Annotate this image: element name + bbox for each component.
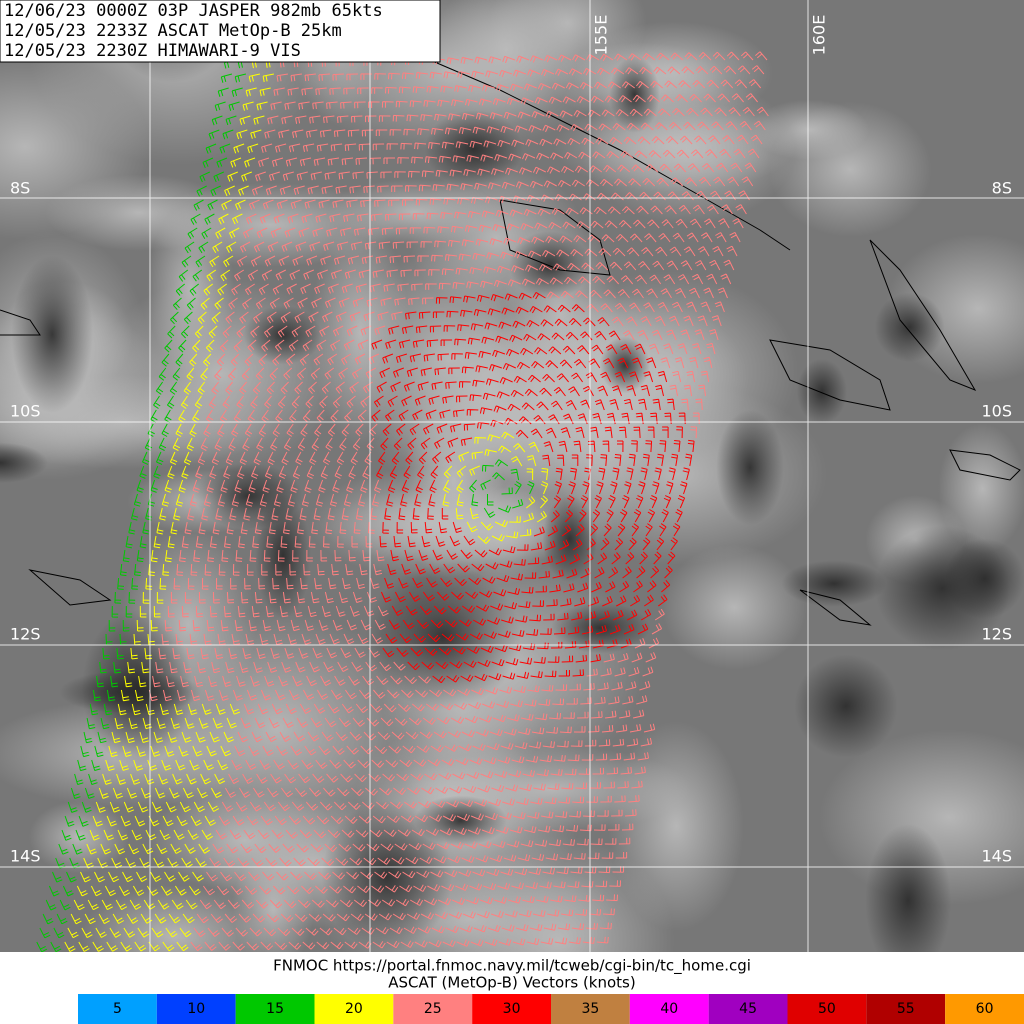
lat-label: 14S <box>10 847 41 866</box>
legend-label: 60 <box>976 1001 994 1017</box>
legend-swatch <box>314 994 394 1024</box>
cloud-gap <box>365 564 521 710</box>
cloud-gap <box>81 609 193 766</box>
legend-label: 15 <box>266 1001 284 1017</box>
header-box <box>0 0 441 63</box>
legend-swatch <box>472 994 551 1024</box>
cloud <box>327 179 502 245</box>
cloud-gap <box>509 231 591 299</box>
cloud-gap <box>794 654 898 758</box>
legend-label: 25 <box>424 1001 442 1017</box>
lat-label: 8S <box>10 179 30 198</box>
header-line: 12/06/23 0000Z 03P JASPER 982mb 65kts <box>4 1 383 21</box>
cloud-gap <box>321 800 453 952</box>
lat-label: 12S <box>10 625 41 644</box>
cloud-gap <box>716 409 784 526</box>
lat-label: 8S <box>992 179 1012 198</box>
lat-label: 10S <box>981 402 1012 421</box>
legend-label: 20 <box>345 1001 363 1017</box>
cloud-gap <box>243 305 322 365</box>
cloud-gap <box>551 602 650 654</box>
cloud-gap <box>0 442 48 484</box>
cloud-gap <box>796 358 848 425</box>
grid-lines <box>0 0 1024 952</box>
lon-label: 160E <box>810 15 829 56</box>
lat-label: 10S <box>10 402 41 421</box>
legend-swatch <box>708 994 788 1024</box>
legend-swatch <box>156 994 236 1024</box>
legend-label: 35 <box>582 1001 600 1017</box>
cloud-gap <box>609 56 660 133</box>
legend-swatch <box>629 994 709 1024</box>
cloud-gap <box>865 823 952 978</box>
legend-swatch <box>78 994 157 1024</box>
cloud-gap <box>414 795 508 846</box>
legend-swatch <box>787 994 867 1024</box>
wind-barbs <box>36 51 769 953</box>
legend-label: 5 <box>113 1001 122 1017</box>
header-line: 12/05/23 2233Z ASCAT MetOp-B 25km <box>4 21 342 41</box>
lat-label: 12S <box>981 625 1012 644</box>
legend-label: 30 <box>503 1001 521 1017</box>
cloud-gap <box>874 292 945 362</box>
legend-label: 10 <box>187 1001 205 1017</box>
legend-label: 55 <box>897 1001 915 1017</box>
cloud <box>553 101 796 192</box>
legend-label: 45 <box>739 1001 757 1017</box>
cloud <box>768 101 932 238</box>
footer-source: FNMOC https://portal.fnmoc.navy.mil/tcwe… <box>273 957 751 976</box>
cloud <box>662 544 807 670</box>
cloud-gap <box>11 255 94 413</box>
legend-swatch <box>551 994 630 1024</box>
cloud-gap <box>944 538 1024 619</box>
legend-swatch <box>393 994 473 1024</box>
lat-label: 14S <box>981 847 1012 866</box>
footer-title: ASCAT (MetOp-B) Vectors (knots) <box>388 974 635 992</box>
color-legend: 5 10 15 20 25 30 35 40 45 50 55 60 <box>78 994 1024 1024</box>
legend-label: 50 <box>818 1001 836 1017</box>
legend-swatch <box>945 994 1024 1024</box>
cloud <box>0 53 150 240</box>
legend-swatch <box>235 994 315 1024</box>
legend-label: 40 <box>660 1001 678 1017</box>
lon-label: 155E <box>592 15 611 56</box>
cloud-gap <box>781 560 887 607</box>
cloud <box>819 729 1024 905</box>
legend-swatch <box>866 994 946 1024</box>
header-line: 12/05/23 2230Z HIMAWARI-9 VIS <box>4 41 301 61</box>
